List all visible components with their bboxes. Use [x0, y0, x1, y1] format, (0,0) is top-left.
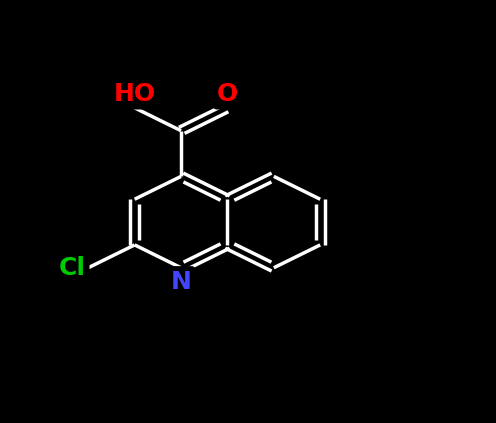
Text: O: O: [217, 82, 238, 106]
Text: N: N: [171, 270, 191, 294]
Text: HO: HO: [114, 82, 156, 106]
Text: Cl: Cl: [59, 256, 86, 280]
